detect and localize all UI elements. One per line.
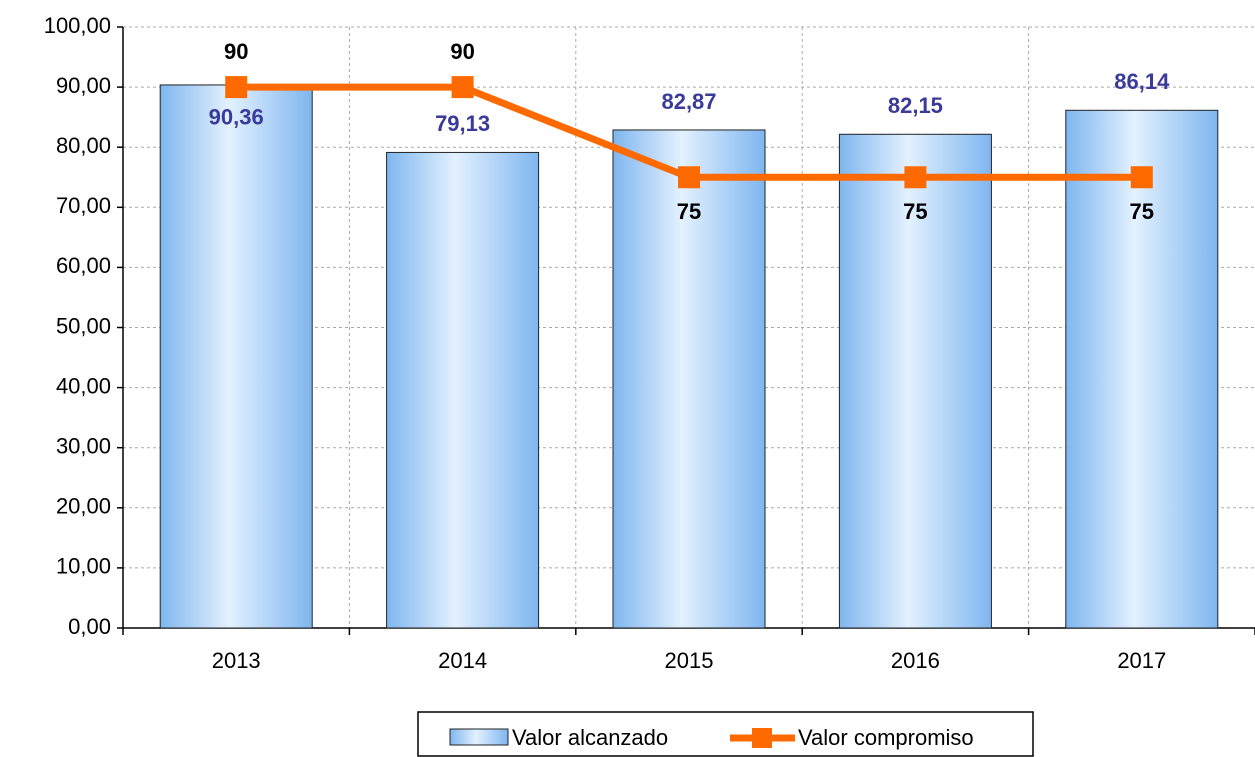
bar-value-label: 90,36 xyxy=(209,105,264,130)
x-tick-label: 2016 xyxy=(891,648,940,673)
y-tick-label: 50,00 xyxy=(56,313,111,338)
line-value-label: 90 xyxy=(450,39,474,64)
line-marker xyxy=(678,166,700,189)
line-value-label: 75 xyxy=(1130,199,1154,224)
bar-value-label: 82,87 xyxy=(661,89,716,114)
y-tick-label: 90,00 xyxy=(56,73,111,98)
y-tick-label: 10,00 xyxy=(56,554,111,579)
bar-value-label: 86,14 xyxy=(1114,69,1170,94)
y-tick-label: 30,00 xyxy=(56,434,111,459)
x-tick-label: 2013 xyxy=(212,648,261,673)
line-value-label: 90 xyxy=(224,39,248,64)
line-marker xyxy=(225,76,248,99)
bar xyxy=(612,129,766,629)
x-tick-label: 2015 xyxy=(665,648,714,673)
line-marker xyxy=(451,76,474,99)
line-marker xyxy=(1130,166,1153,189)
y-tick-label: 40,00 xyxy=(56,373,111,398)
bar xyxy=(838,133,992,629)
y-tick-label: 70,00 xyxy=(56,193,111,218)
legend-swatch-marker xyxy=(752,728,772,748)
line-value-label: 75 xyxy=(677,199,701,224)
y-tick-label: 100,00 xyxy=(44,13,111,38)
x-tick-label: 2017 xyxy=(1117,648,1166,673)
legend-swatch-bar xyxy=(449,728,509,746)
y-tick-label: 80,00 xyxy=(56,133,111,158)
bar xyxy=(1065,109,1219,629)
x-tick-label: 2014 xyxy=(438,648,487,673)
bar-value-label: 82,15 xyxy=(888,93,943,118)
bar-value-label: 79,13 xyxy=(435,111,490,136)
line-marker xyxy=(904,166,927,189)
line-value-label: 75 xyxy=(903,199,927,224)
legend-label: Valor alcanzado xyxy=(512,725,668,750)
bar xyxy=(386,151,540,629)
legend-label: Valor compromiso xyxy=(798,725,974,750)
y-tick-label: 20,00 xyxy=(56,494,111,519)
y-tick-label: 0,00 xyxy=(68,614,111,639)
legend-box xyxy=(417,711,1034,757)
bar xyxy=(159,84,313,629)
y-tick-label: 60,00 xyxy=(56,253,111,278)
